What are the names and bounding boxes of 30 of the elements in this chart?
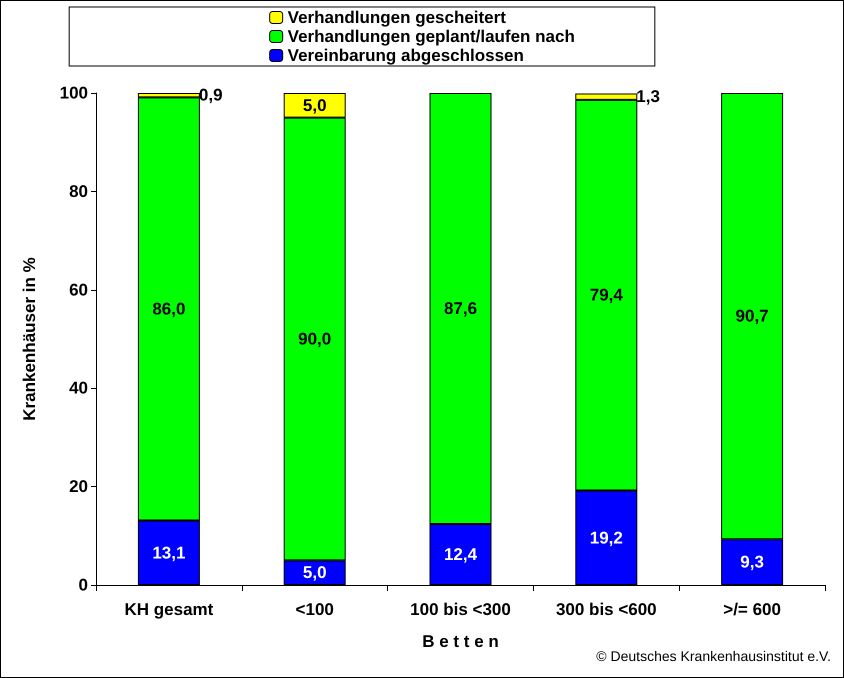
y-tick-label: 0: [78, 576, 88, 594]
y-tick-label: 20: [69, 477, 88, 496]
y-axis-title: Krankenhäuser in %: [20, 257, 39, 421]
legend-label: Verhandlungen geplant/laufen nach: [288, 27, 575, 46]
data-label: 13,1: [152, 543, 186, 562]
data-label: 5,0: [302, 96, 327, 115]
data-label: 87,6: [444, 298, 478, 318]
x-tick-label: <100: [296, 600, 334, 619]
data-label: 90,0: [298, 330, 332, 348]
text: © Deutsches Krankenhausinstitut e.V.: [596, 648, 832, 664]
data-label: 12,4: [444, 544, 478, 564]
data-label: 9,3: [740, 552, 764, 572]
x-tick-label: 100 bis <300: [410, 600, 511, 619]
data-label: 86,0: [152, 299, 186, 318]
data-label: 19,2: [590, 528, 623, 548]
y-tick-label: 60: [69, 280, 88, 300]
data-label: 79,4: [590, 286, 624, 305]
data-label: 1,3: [636, 87, 660, 106]
data-label: 90,7: [736, 306, 769, 326]
x-tick-label: 300 bis <600: [556, 600, 657, 619]
y-tick-label: 80: [69, 182, 88, 201]
legend-label: Verhandlungen gescheitert: [288, 8, 506, 27]
legend-label: Vereinbarung abgeschlossen: [288, 46, 524, 65]
x-axis-title: B e t t e n: [422, 632, 499, 651]
data-label: 5,0: [302, 563, 327, 582]
x-tick-label: >/= 600: [723, 600, 781, 619]
data-label: 0,9: [198, 86, 223, 105]
y-tick-label: 100: [60, 84, 88, 102]
y-tick-label: 40: [69, 378, 88, 398]
x-tick-label: KH gesamt: [124, 600, 214, 619]
